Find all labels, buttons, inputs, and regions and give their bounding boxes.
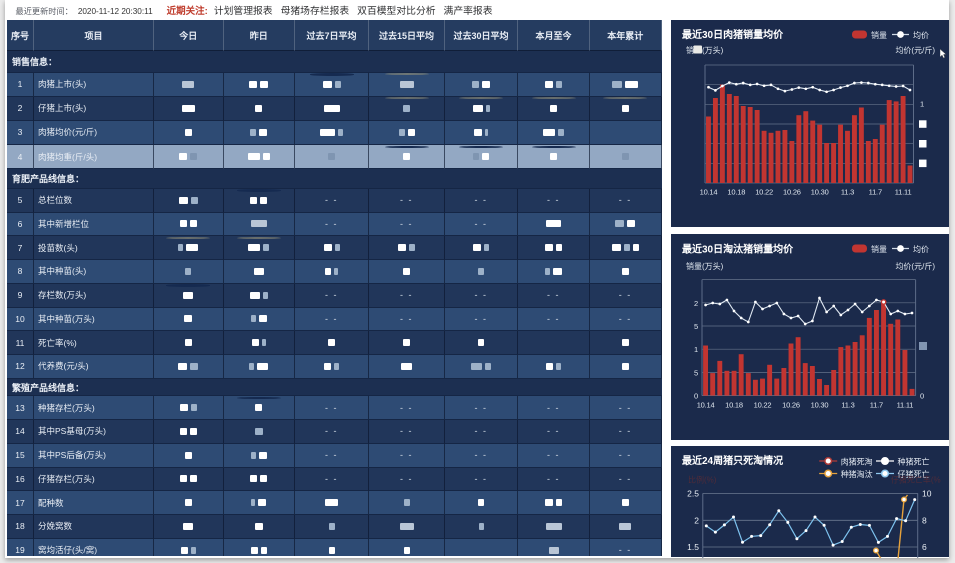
svg-text:均价(元/斤): 均价(元/斤) <box>895 261 935 271</box>
svg-text:10.30: 10.30 <box>811 400 829 409</box>
svg-text:销量: 销量 <box>871 244 887 254</box>
svg-text:8: 8 <box>922 515 927 525</box>
svg-text:11.11: 11.11 <box>897 400 914 409</box>
svg-text:5: 5 <box>694 368 698 377</box>
svg-text:11.7: 11.7 <box>870 400 883 409</box>
svg-text:均价: 均价 <box>913 244 929 254</box>
svg-text:10.14: 10.14 <box>697 400 715 409</box>
svg-text:最近30日淘汰猪销量均价: 最近30日淘汰猪销量均价 <box>682 242 794 255</box>
svg-text:10.22: 10.22 <box>754 400 772 409</box>
svg-text:销量: 销量 <box>871 30 887 40</box>
svg-text:10.30: 10.30 <box>811 188 829 197</box>
svg-text:10.26: 10.26 <box>783 188 801 197</box>
svg-text:肉猪死淘: 肉猪死淘 <box>841 456 873 466</box>
svg-text:2: 2 <box>694 515 699 525</box>
svg-text:10.26: 10.26 <box>782 400 800 409</box>
svg-text:10.14: 10.14 <box>700 188 718 197</box>
svg-text:种猪死亡: 种猪死亡 <box>898 456 930 466</box>
svg-text:均价(元/斤): 均价(元/斤) <box>895 45 935 55</box>
svg-text:11.11: 11.11 <box>895 188 912 197</box>
svg-text:最近24周猪只死淘情况: 最近24周猪只死淘情况 <box>682 454 783 467</box>
svg-text:销量(万头): 销量(万头) <box>686 261 724 271</box>
svg-text:1: 1 <box>920 99 924 108</box>
svg-text:比例(%): 比例(%) <box>688 474 717 484</box>
svg-text:11.3: 11.3 <box>841 188 854 197</box>
svg-text:11.7: 11.7 <box>869 188 882 197</box>
svg-text:种猪淘汰: 种猪淘汰 <box>841 469 873 479</box>
svg-text:10.18: 10.18 <box>725 400 743 409</box>
svg-text:2: 2 <box>694 299 698 308</box>
svg-text:6: 6 <box>922 542 927 552</box>
svg-text:11.3: 11.3 <box>841 400 854 409</box>
svg-text:销量(万头): 销量(万头) <box>686 45 724 55</box>
svg-text:10.22: 10.22 <box>755 188 773 197</box>
svg-text:2.5: 2.5 <box>687 488 699 498</box>
svg-text:10.18: 10.18 <box>727 188 745 197</box>
svg-text:0: 0 <box>920 391 924 400</box>
svg-text:10: 10 <box>922 488 932 498</box>
svg-text:5: 5 <box>694 322 698 331</box>
svg-text:仔猪死亡: 仔猪死亡 <box>898 469 930 479</box>
svg-text:1.5: 1.5 <box>687 542 699 552</box>
svg-text:最近30日肉猪销量均价: 最近30日肉猪销量均价 <box>682 28 784 41</box>
svg-text:均价: 均价 <box>913 30 929 40</box>
svg-text:仔猪死亡率(%: 仔猪死亡率(% <box>891 474 941 484</box>
svg-text:1: 1 <box>694 345 698 354</box>
svg-text:0: 0 <box>694 391 698 400</box>
